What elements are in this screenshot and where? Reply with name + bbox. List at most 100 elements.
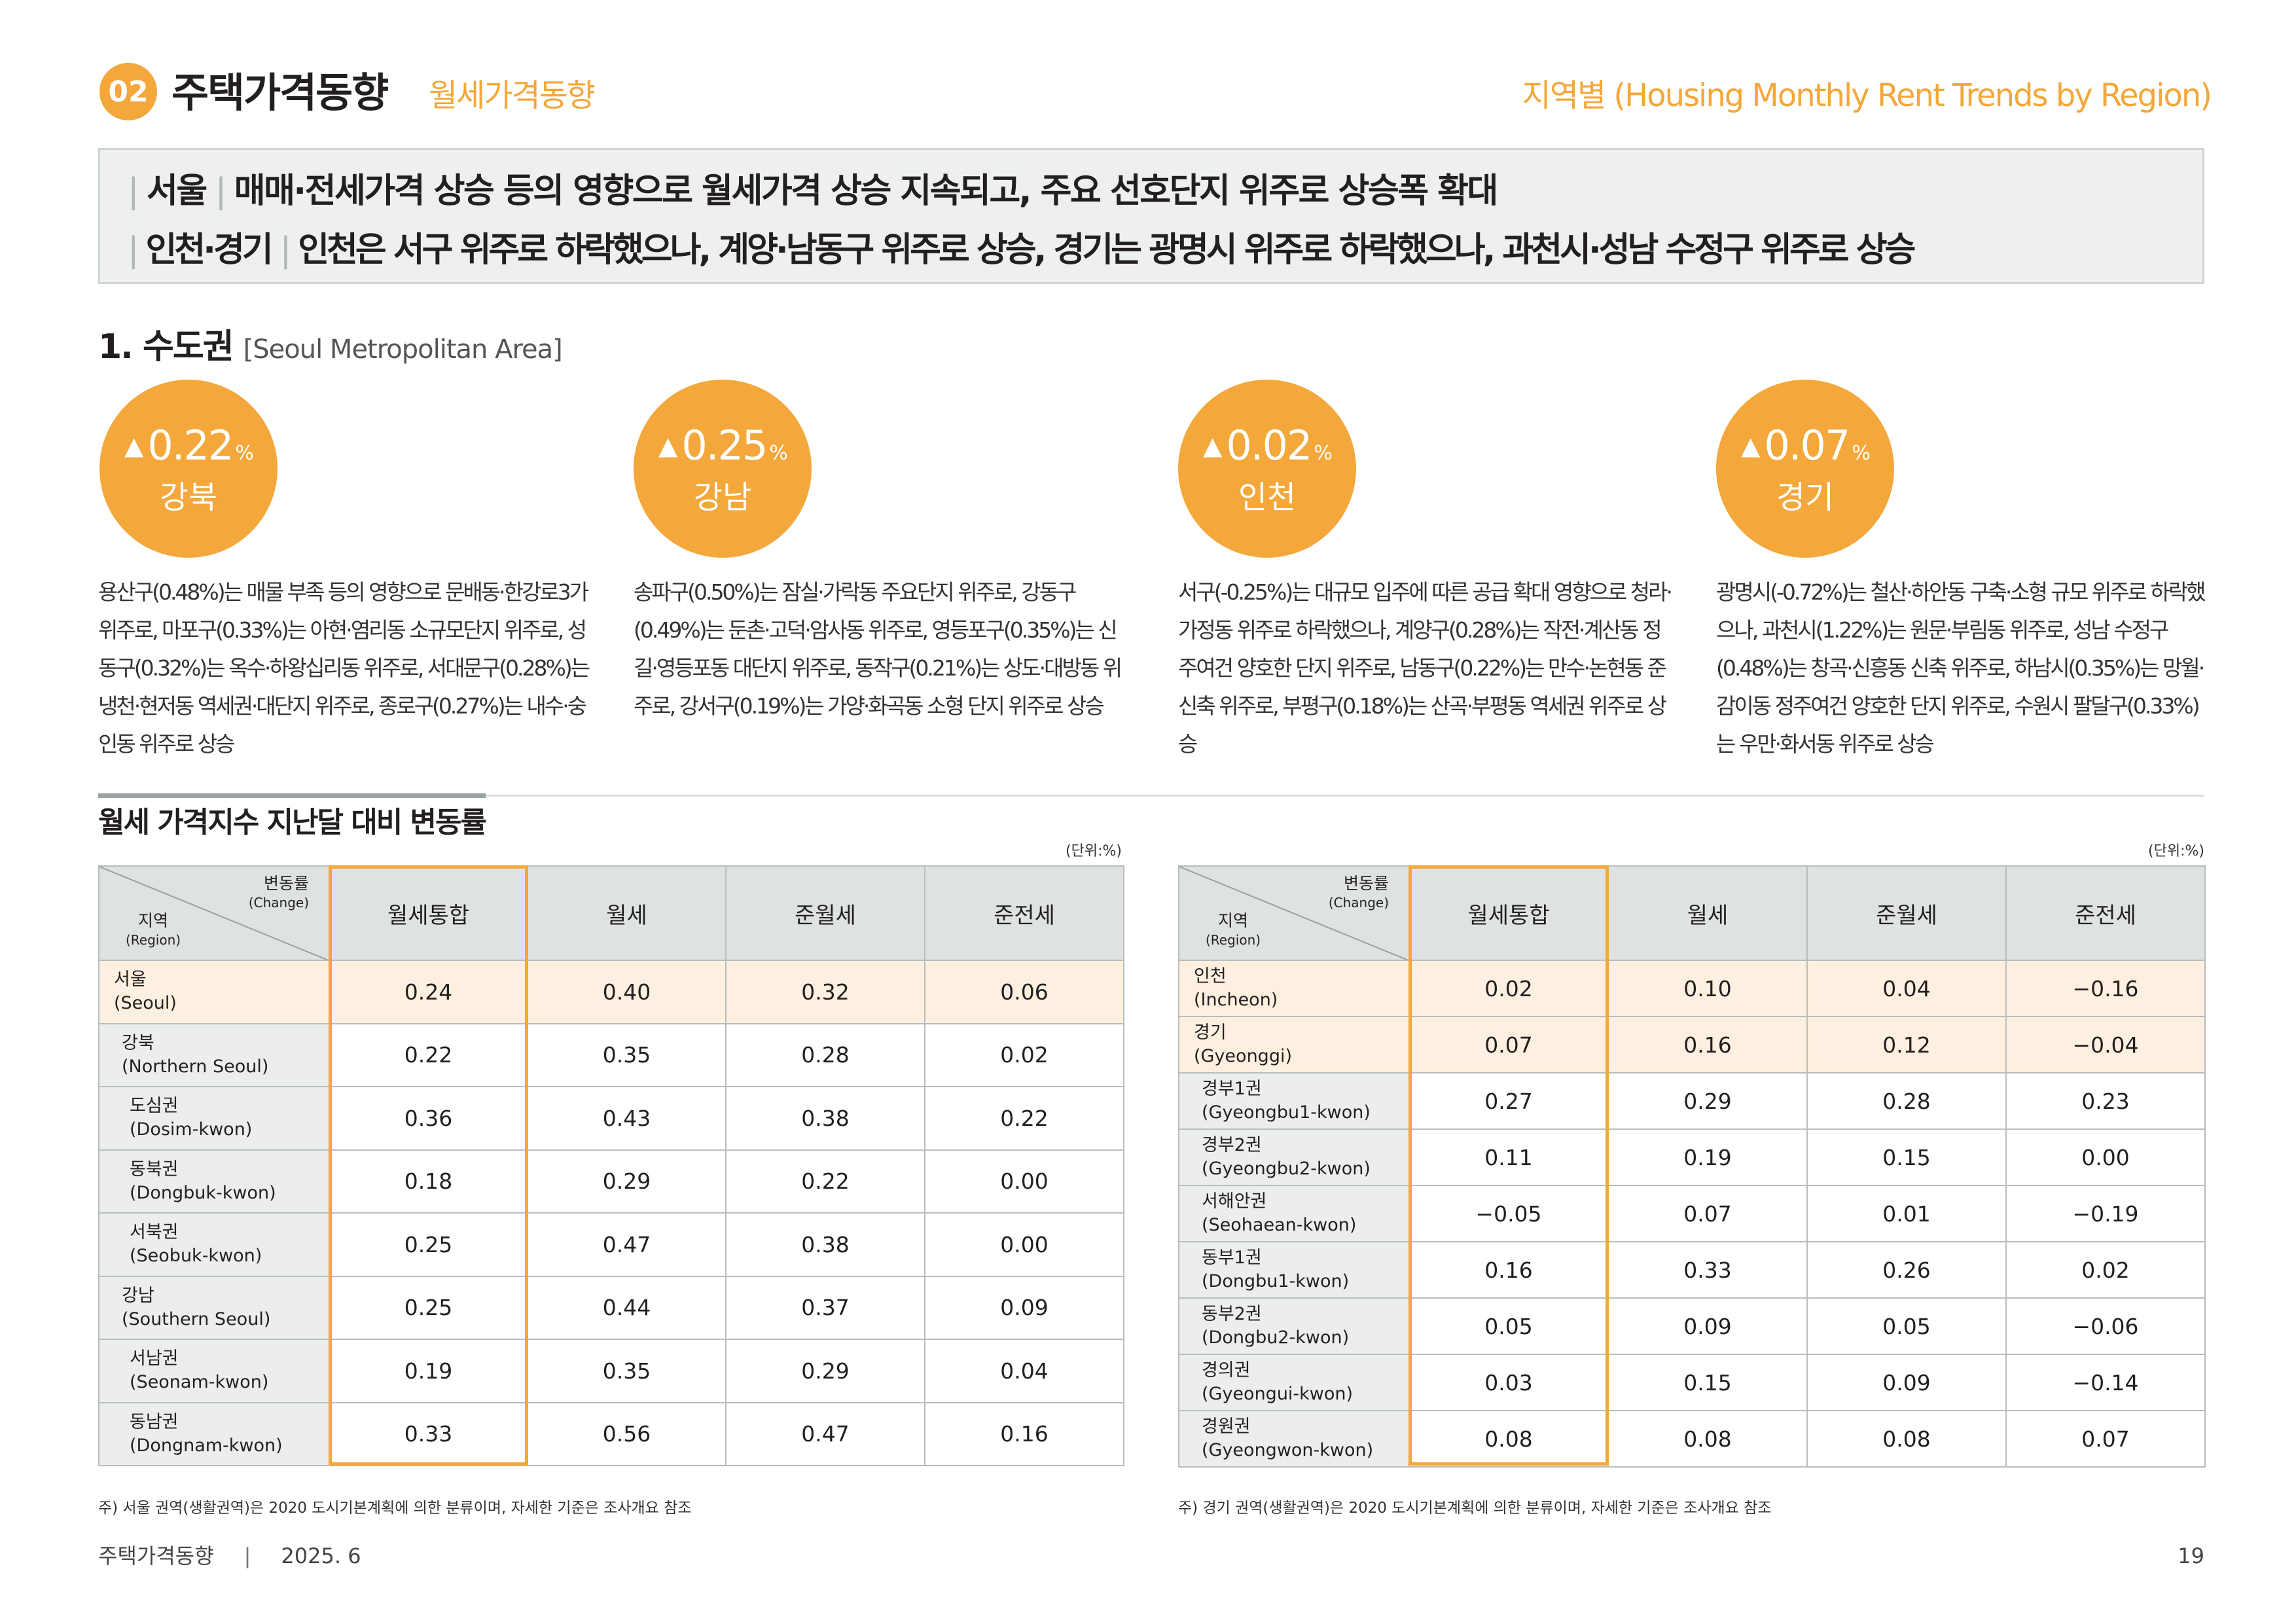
indicator-unit: % xyxy=(1314,442,1332,465)
region-name-en: (Seohaean-kwon) xyxy=(1202,1215,1357,1235)
value-cell: 0.08 xyxy=(1806,1410,2007,1468)
value-cell: 0.29 xyxy=(527,1149,726,1214)
indicator-value: 0.07 xyxy=(1764,422,1850,469)
region-cell: 동부1권 (Dongbu1-kwon) xyxy=(1178,1241,1410,1299)
region-name: 경부1권 xyxy=(1202,1079,1262,1099)
diagonal-line xyxy=(1179,867,1408,960)
rent-change-table-seoul: 변동률 (Change) 지역 (Region) 월세통합 월세 준월세 준전세 서… xyxy=(98,865,1124,1466)
indicator-value: 0.02 xyxy=(1226,422,1312,469)
value-cell: 0.00 xyxy=(924,1212,1124,1277)
region-name-en: (Dosim-kwon) xyxy=(130,1119,253,1140)
indicator-description-gangbuk: 용산구(0.48%)는 매물 부족 등의 영향으로 문배동·한강로3가 위주로,… xyxy=(98,579,590,757)
value-cell: 0.28 xyxy=(725,1022,925,1087)
value-cell: 0.38 xyxy=(725,1086,925,1151)
value-cell: 0.28 xyxy=(1806,1072,2007,1130)
rent-change-table-incheon-gyeonggi: 변동률 (Change) 지역 (Region) 월세통합 월세 준월세 준전세 인… xyxy=(1178,865,2206,1468)
indicator-name: 강북 xyxy=(159,479,218,516)
column-header: 월세통합 xyxy=(329,865,528,961)
column-header: 월세 xyxy=(527,865,726,961)
value-cell: 0.43 xyxy=(527,1086,726,1151)
value-cell: 0.22 xyxy=(329,1022,528,1087)
indicator-unit: % xyxy=(235,442,253,465)
region-name-en: (Gyeongbu2-kwon) xyxy=(1202,1159,1371,1179)
indicator-description-gangnam: 송파구(0.50%)는 잠실·가락동 주요단지 위주로, 강동구(0.49%)는… xyxy=(634,579,1122,719)
indicator-circle-gangbuk: ▲ 0.22% 강북 xyxy=(99,380,278,558)
value-cell: 0.44 xyxy=(527,1275,726,1340)
value-cell: 0.01 xyxy=(1806,1185,2007,1242)
indicator-name: 인천 xyxy=(1238,479,1297,516)
region-name: 서남권 xyxy=(130,1348,179,1369)
region-cell: 경부1권 (Gyeongbu1-kwon) xyxy=(1178,1072,1410,1130)
value-cell: 0.36 xyxy=(329,1086,528,1151)
up-arrow-icon: ▲ xyxy=(658,431,677,460)
region-name: 동부2권 xyxy=(1202,1304,1262,1324)
value-cell: 0.37 xyxy=(725,1275,925,1340)
region-name-en: (Seonam-kwon) xyxy=(130,1372,269,1393)
value-cell: 0.29 xyxy=(725,1339,925,1403)
region-name: 경의권 xyxy=(1202,1360,1251,1380)
section-heading: 1. 수도권 [Seoul Metropolitan Area] xyxy=(98,323,563,373)
region-cell: 강북 (Northern Seoul) xyxy=(98,1022,330,1087)
corner-region-label-en: (Region) xyxy=(126,932,181,948)
value-cell: 0.18 xyxy=(329,1149,528,1214)
page-subtitle: 월세가격동향 xyxy=(429,77,596,114)
column-header: 준월세 xyxy=(1806,865,2007,961)
footer-date: 2025. 6 xyxy=(281,1543,361,1568)
region-name-en: (Gyeongui-kwon) xyxy=(1202,1384,1354,1404)
table-row: 서울 (Seoul) 0.24 0.40 0.32 0.06 xyxy=(98,960,1124,1024)
indicator-description-gyeonggi: 광명시(-0.72%)는 철산·하안동 구축·소형 규모 위주로 하락했으나, … xyxy=(1716,579,2206,757)
region-name-en: (Seoul) xyxy=(114,993,177,1014)
value-cell: 0.11 xyxy=(1408,1128,1609,1186)
column-header: 월세 xyxy=(1607,865,1808,961)
table-row: 도심권 (Dosim-kwon) 0.36 0.43 0.38 0.22 xyxy=(98,1086,1124,1151)
value-cell: 0.00 xyxy=(2005,1128,2206,1186)
corner-change-label-en: (Change) xyxy=(248,895,309,911)
value-cell: 0.56 xyxy=(527,1401,726,1466)
region-cell: 경의권 (Gyeongui-kwon) xyxy=(1178,1354,1410,1411)
value-cell: 0.07 xyxy=(2005,1410,2206,1468)
value-cell: 0.33 xyxy=(329,1401,528,1466)
value-cell: 0.04 xyxy=(924,1339,1124,1403)
table-corner-header: 변동률 (Change) 지역 (Region) xyxy=(98,865,330,961)
value-cell: 0.40 xyxy=(527,960,726,1024)
region-name-en: (Seobuk-kwon) xyxy=(130,1246,262,1267)
table-corner-header: 변동률 (Change) 지역 (Region) xyxy=(1178,865,1410,961)
value-cell: 0.19 xyxy=(329,1339,528,1403)
section-number-badge: 02 xyxy=(99,63,157,120)
footer-publication: 주택가격동향 | 2025. 6 xyxy=(98,1540,361,1572)
region-name-en: (Northern Seoul) xyxy=(122,1056,269,1077)
corner-change-label: 변동률 xyxy=(263,874,309,893)
summary-line-seoul: | 서울 | 매매·전세가격 상승 등의 영향으로 월세가격 상승 지속되고, 주요 … xyxy=(128,163,1498,212)
value-cell: 0.16 xyxy=(1408,1241,1609,1299)
column-header: 준전세 xyxy=(2005,865,2206,961)
value-cell: 0.09 xyxy=(1607,1297,1808,1355)
value-cell: 0.16 xyxy=(1607,1016,1808,1074)
footer-publication-title: 주택가격동향 xyxy=(98,1543,214,1568)
table-row: 동부2권 (Dongbu2-kwon) 0.05 0.09 0.05 −0.06 xyxy=(1178,1297,2206,1355)
value-cell: −0.05 xyxy=(1408,1185,1609,1242)
region-name: 서해안권 xyxy=(1202,1191,1267,1212)
indicator-circle-incheon: ▲ 0.02% 인천 xyxy=(1178,380,1356,558)
region-name: 강남 xyxy=(122,1285,154,1306)
value-cell: 0.19 xyxy=(1607,1128,1808,1186)
indicator-circle-gyeonggi: ▲ 0.07% 경기 xyxy=(1716,380,1894,558)
value-cell: 0.12 xyxy=(1806,1016,2007,1074)
page-title: 주택가격동향 xyxy=(171,69,389,117)
bar-divider: | xyxy=(128,230,139,270)
region-name: 경기 xyxy=(1194,1022,1227,1043)
region-name: 경원권 xyxy=(1202,1416,1251,1437)
summary-text-incheon-gyeonggi: 인천은 서구 위주로 하락했으나, 계양·남동구 위주로 상승, 경기는 광명시… xyxy=(298,230,1916,270)
value-cell: 0.23 xyxy=(2005,1072,2206,1130)
value-cell: 0.33 xyxy=(1607,1241,1808,1299)
table-row: 서남권 (Seonam-kwon) 0.19 0.35 0.29 0.04 xyxy=(98,1339,1124,1403)
region-name: 경부2권 xyxy=(1202,1135,1262,1155)
summary-region-seoul: 서울 xyxy=(147,171,207,211)
value-cell: 0.07 xyxy=(1607,1185,1808,1242)
region-cell: 강남 (Southern Seoul) xyxy=(98,1275,330,1340)
corner-region-label-en: (Region) xyxy=(1206,932,1261,948)
indicator-value: 0.22 xyxy=(147,422,234,469)
value-cell: −0.14 xyxy=(2005,1354,2206,1411)
corner-region-label: 지역 xyxy=(1218,911,1249,930)
value-cell: 0.27 xyxy=(1408,1072,1609,1130)
column-header: 준월세 xyxy=(725,865,925,961)
